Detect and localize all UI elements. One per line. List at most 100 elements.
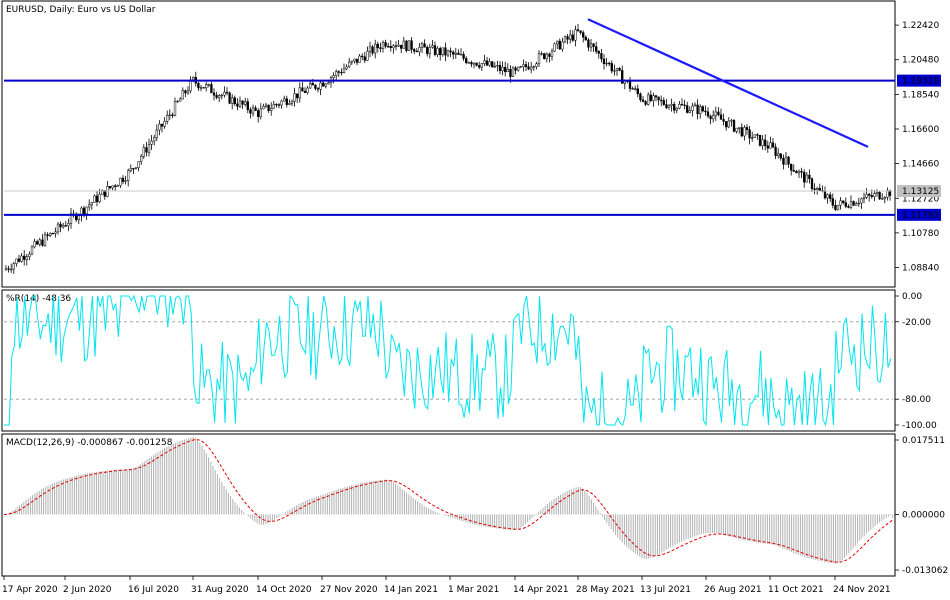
price-axis: 1.22420 1.20480 1.18540 1.16600 1.14660 1.127…	[895, 21, 941, 274]
wr-tick-label: -20.00	[902, 318, 931, 328]
candle-body	[605, 62, 608, 65]
candle-body	[392, 45, 395, 49]
candle-body	[667, 105, 671, 108]
candle-body	[238, 100, 242, 107]
candle-body	[345, 66, 348, 70]
candle-body	[566, 36, 569, 40]
candle-body	[241, 100, 244, 105]
candle-body	[7, 268, 10, 270]
candle-body	[592, 43, 595, 47]
candle-body	[618, 67, 621, 71]
candle-body	[800, 170, 803, 173]
price-tick-label: 1.18540	[902, 90, 939, 100]
candle-body	[608, 62, 611, 65]
candle-body	[881, 198, 884, 200]
candle-body	[108, 186, 112, 189]
candle-body	[376, 43, 379, 48]
candle-body	[186, 90, 190, 94]
candle-body	[675, 107, 678, 111]
price-overlays	[4, 18, 895, 216]
candle-body	[467, 62, 470, 64]
candle-body	[873, 193, 876, 197]
trend-line	[587, 18, 869, 148]
wr-panel-frame[interactable]	[1, 289, 896, 432]
candle-body	[88, 204, 91, 208]
candle-body	[852, 201, 855, 206]
candle-body	[400, 44, 403, 49]
time-tick-label: 1 Mar 2021	[448, 585, 499, 595]
candle-body	[418, 47, 421, 53]
candle-body	[615, 67, 619, 71]
candle-body	[361, 55, 364, 58]
candle-body	[844, 202, 847, 207]
candle-body	[472, 62, 476, 65]
candle-body	[231, 97, 234, 104]
candle-body	[740, 127, 743, 137]
candle-body	[704, 110, 707, 113]
candle-body	[527, 66, 530, 70]
candle-body	[797, 170, 801, 174]
candle-body	[244, 101, 247, 105]
candle-body	[332, 75, 335, 78]
candle-body	[829, 194, 832, 199]
candle-body	[197, 82, 200, 89]
candle-body	[452, 51, 455, 55]
price-tick-label: 1.10780	[902, 229, 939, 239]
candle-body	[743, 127, 746, 137]
candle-body	[381, 42, 385, 49]
time-tick-label: 14 Oct 2020	[256, 585, 312, 595]
candle-body	[727, 120, 730, 128]
candle-body	[129, 168, 132, 171]
candle-body	[777, 153, 780, 156]
candle-body	[30, 246, 34, 255]
candle-body	[407, 40, 411, 51]
candle-body	[823, 191, 827, 199]
candle-body	[475, 62, 478, 66]
candle-body	[4, 268, 8, 271]
candle-body	[654, 95, 658, 98]
candle-body	[249, 109, 252, 114]
candle-body	[563, 36, 567, 43]
candle-body	[168, 114, 171, 116]
price-tick-label: 1.16600	[902, 125, 939, 135]
candle-body	[121, 177, 125, 182]
candle-body	[358, 55, 361, 63]
candle-body	[285, 98, 288, 105]
candle-body	[722, 119, 725, 122]
time-tick-label: 17 Apr 2020	[2, 585, 58, 595]
candle-body	[116, 185, 119, 187]
candle-body	[753, 134, 756, 138]
candle-body	[264, 104, 268, 107]
candle-body	[210, 84, 213, 94]
level-price-tag-bg	[897, 208, 941, 221]
candle-body	[82, 207, 86, 215]
candle-body	[758, 134, 762, 146]
candle-body	[142, 147, 145, 157]
candle-body	[160, 123, 164, 127]
time-tick-label: 26 Aug 2021	[704, 585, 762, 595]
candle-body	[446, 50, 450, 56]
candle-body	[569, 34, 572, 40]
candle-body	[842, 200, 845, 203]
wr-panel: 0.00 -20.00 -80.00 -100.00	[4, 292, 937, 431]
candle-body	[379, 47, 382, 49]
candle-body	[309, 83, 312, 89]
candle-body	[751, 137, 754, 139]
candle-body	[114, 185, 117, 187]
candle-body	[103, 190, 106, 197]
candle-body	[387, 45, 390, 48]
candle-body	[556, 40, 559, 45]
candle-body	[506, 69, 509, 73]
candle-body	[355, 58, 359, 63]
candle-body	[93, 195, 96, 203]
candle-body	[353, 58, 356, 62]
candle-body	[688, 110, 691, 113]
time-tick-label: 11 Oct 2021	[768, 585, 824, 595]
candle-body	[98, 194, 101, 203]
candle-body	[371, 46, 374, 54]
candle-body	[280, 100, 283, 106]
candle-body	[374, 43, 377, 54]
candle-body	[459, 54, 463, 56]
macd-panel-frame[interactable]	[1, 433, 896, 577]
candle-body	[779, 153, 782, 159]
